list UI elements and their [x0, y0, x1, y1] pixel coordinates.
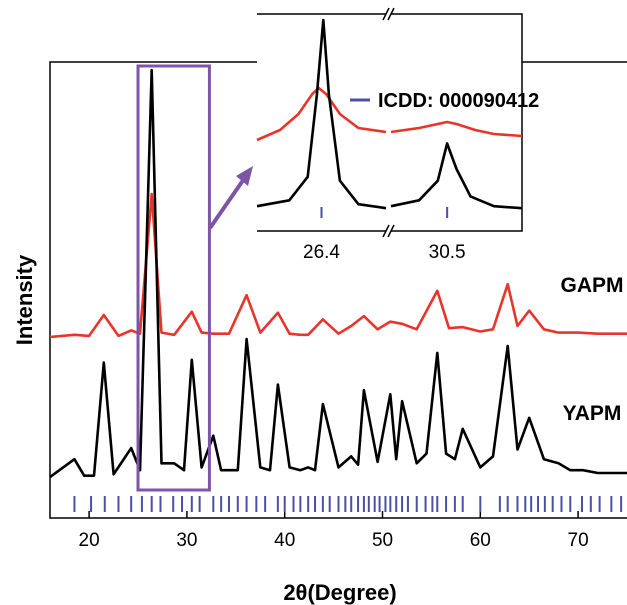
x-axis-label: 2θ(Degree): [283, 580, 396, 605]
inset-x-tick-label: 26.4: [303, 242, 340, 263]
x-tick-label: 60: [470, 530, 491, 551]
inset-x-tick-label: 30.5: [429, 242, 466, 263]
x-tick-label: 70: [568, 530, 589, 551]
main-plot: 20 30 40 50 60 70 GAPM YAPM: [49, 61, 627, 551]
x-tick-label: 30: [176, 530, 197, 551]
zoom-highlight-box: [136, 64, 211, 492]
series-label-yapm: YAPM: [563, 402, 622, 425]
x-tick-label: 20: [79, 530, 100, 551]
inset-plot: 26.4 30.5 ICDD: 000090412: [256, 7, 539, 263]
inset-series-line-gapm: [390, 120, 523, 138]
y-axis-label: Intensity: [12, 254, 37, 345]
axis-break-mark: [387, 7, 395, 21]
x-tick-label: 50: [372, 530, 393, 551]
inset-series-line-yapm: [256, 18, 387, 210]
legend-label-icdd: ICDD: 000090412: [378, 90, 539, 112]
zoom-arrow: [208, 174, 248, 230]
x-tick-label: 40: [274, 530, 295, 551]
zoom-arrow-head: [236, 166, 253, 186]
inset-frame: [257, 13, 523, 232]
inset-series-line-yapm: [390, 142, 523, 210]
axis-break-mark: [387, 224, 395, 238]
inset-background: [257, 14, 522, 231]
axis-break-mark: [382, 224, 390, 238]
series-line-yapm: [49, 68, 627, 479]
series-label-gapm: GAPM: [561, 274, 624, 297]
axis-break-mark: [382, 7, 390, 21]
